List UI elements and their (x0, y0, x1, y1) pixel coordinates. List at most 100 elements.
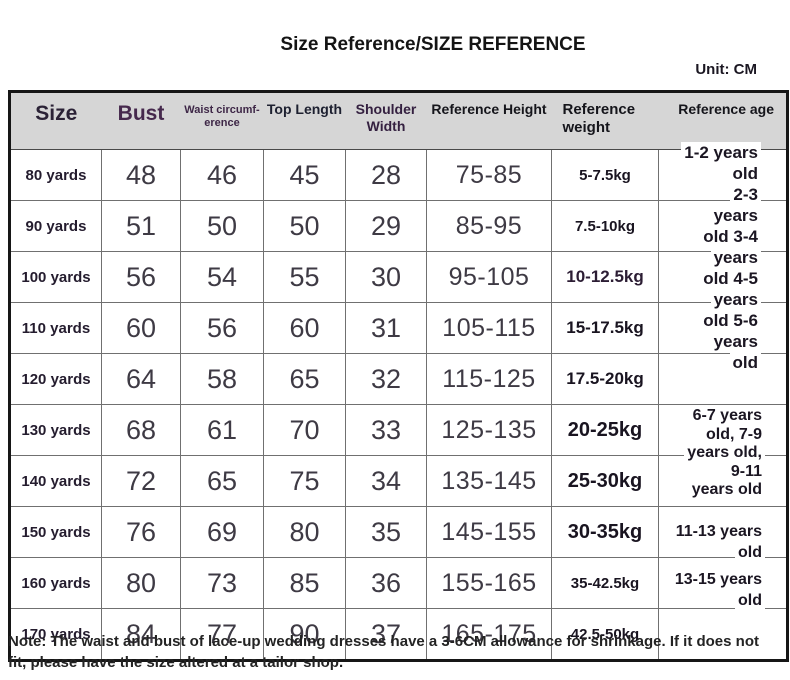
table-header: Size Bust Waist circumf-erence Top Lengt… (9, 91, 788, 150)
age-block-1-2-to-5-6-years: 1-2 years old 2-3 years old 3-4 years old 4-5 y… (681, 142, 761, 373)
top-length-cell: 85 (263, 557, 346, 609)
header-reference-weight: Reference weight (551, 91, 659, 150)
age-line: old (681, 163, 761, 184)
reference-height-cell: 115-125 (426, 353, 552, 405)
reference-age-cell (658, 149, 788, 201)
waist-cell: 73 (180, 557, 264, 609)
reference-weight-cell: 30-35kg (551, 506, 659, 558)
reference-weight-cell: 15-17.5kg (551, 302, 659, 354)
table-row: 160 yards 80 73 85 36 155-165 35-42.5kg (9, 557, 788, 609)
waist-cell: 65 (180, 455, 264, 507)
age-line: years (681, 331, 761, 352)
shoulder-width-cell: 37 (345, 608, 427, 661)
note-text: Note: The waist and bust of lace-up wedd… (8, 633, 759, 671)
reference-height-cell: 135-145 (426, 455, 552, 507)
bust-cell: 72 (101, 455, 181, 507)
header-reference-height: Reference Height (426, 91, 552, 150)
bust-cell: 68 (101, 404, 181, 456)
table-row: 110 yards 60 56 60 31 105-115 15-17.5kg (9, 302, 788, 354)
bust-cell: 64 (101, 353, 181, 405)
bust-cell: 51 (101, 200, 181, 252)
waist-cell: 56 (180, 302, 264, 354)
age-line: years (681, 205, 761, 226)
reference-weight-cell: 35-42.5kg (551, 557, 659, 609)
table-row: 100 yards 56 54 55 30 95-105 10-12.5kg (9, 251, 788, 303)
reference-age-cell (658, 608, 788, 661)
bust-cell: 80 (101, 557, 181, 609)
age-line: years (681, 289, 761, 310)
unit-label: Unit: CM (695, 61, 757, 78)
waist-cell: 61 (180, 404, 264, 456)
age-line: years old (684, 481, 765, 500)
size-cell: 110 yards (9, 302, 102, 354)
top-length-cell: 75 (263, 455, 346, 507)
table-row: 120 yards 64 58 65 32 115-125 17.5-20kg (9, 353, 788, 405)
size-reference-table: Size Bust Waist circumf-erence Top Lengt… (8, 90, 789, 662)
size-cell: 130 yards (9, 404, 102, 456)
age-line: old 3-4 (681, 226, 761, 247)
table-row: 90 yards 51 50 50 29 85-95 7.5-10kg (9, 200, 788, 252)
bust-cell: 84 (101, 608, 181, 661)
reference-weight-cell: 10-12.5kg (551, 251, 659, 303)
reference-weight-cell: 25-30kg (551, 455, 659, 507)
size-cell: 120 yards (9, 353, 102, 405)
top-length-cell: 60 (263, 302, 346, 354)
reference-height-cell: 125-135 (426, 404, 552, 456)
size-cell: 80 yards (9, 149, 102, 201)
age-line: old (672, 590, 765, 611)
table-row: 130 yards 68 61 70 33 125-135 20-25kg (9, 404, 788, 456)
reference-weight-cell: 17.5-20kg (551, 353, 659, 405)
top-length-cell: 55 (263, 251, 346, 303)
top-length-cell: 90 (263, 608, 346, 661)
top-length-cell: 70 (263, 404, 346, 456)
age-line: 2-3 (681, 184, 761, 205)
age-line: 13-15 years (671, 569, 765, 590)
shoulder-width-cell: 31 (345, 302, 427, 354)
header-top-length: Top Length (263, 91, 346, 150)
age-line: 9-11 (684, 462, 765, 481)
header-shoulder-width: Shoulder Width (345, 91, 427, 150)
header-bust: Bust (101, 91, 181, 150)
reference-height-cell: 165-175 (426, 608, 552, 661)
table-row: 150 yards 76 69 80 35 145-155 30-35kg (9, 506, 788, 558)
page-title: Size Reference/SIZE REFERENCE (280, 34, 586, 55)
age-line: 11-13 years (672, 521, 765, 542)
size-cell: 100 yards (9, 251, 102, 303)
header-size: Size (9, 91, 102, 150)
waist-cell: 54 (180, 251, 264, 303)
top-length-cell: 65 (263, 353, 346, 405)
bust-cell: 76 (101, 506, 181, 558)
age-block-13-15-years: 13-15 years old (671, 569, 765, 611)
waist-cell: 46 (180, 149, 264, 201)
age-line: old, 7-9 (684, 425, 765, 444)
age-line: 1-2 years (681, 142, 761, 163)
waist-cell: 50 (180, 200, 264, 252)
age-line: old 5-6 (681, 310, 761, 331)
size-cell: 160 yards (9, 557, 102, 609)
shoulder-width-cell: 29 (345, 200, 427, 252)
top-length-cell: 45 (263, 149, 346, 201)
reference-weight-cell: 7.5-10kg (551, 200, 659, 252)
table-row: 80 yards 48 46 45 28 75-85 5-7.5kg (9, 149, 788, 201)
table-row: 170 yards 84 77 90 37 165-175 42.5-50kg (9, 608, 788, 661)
size-cell: 140 yards (9, 455, 102, 507)
table-body: 80 yards 48 46 45 28 75-85 5-7.5kg 90 ya… (9, 149, 788, 661)
reference-weight-cell: 20-25kg (551, 404, 659, 456)
waist-cell: 77 (180, 608, 264, 661)
shoulder-width-cell: 32 (345, 353, 427, 405)
reference-height-cell: 105-115 (426, 302, 552, 354)
waist-cell: 69 (180, 506, 264, 558)
reference-weight-cell: 5-7.5kg (551, 149, 659, 201)
age-line: years (681, 247, 761, 268)
shoulder-width-cell: 36 (345, 557, 427, 609)
size-cell: 90 yards (9, 200, 102, 252)
age-line: old (673, 542, 765, 563)
top-length-cell: 50 (263, 200, 346, 252)
reference-height-cell: 155-165 (426, 557, 552, 609)
age-line: 6-7 years (684, 407, 765, 426)
bust-cell: 56 (101, 251, 181, 303)
table-row: 140 yards 72 65 75 34 135-145 25-30kg (9, 455, 788, 507)
reference-weight-cell: 42.5-50kg (551, 608, 659, 661)
reference-height-cell: 85-95 (426, 200, 552, 252)
